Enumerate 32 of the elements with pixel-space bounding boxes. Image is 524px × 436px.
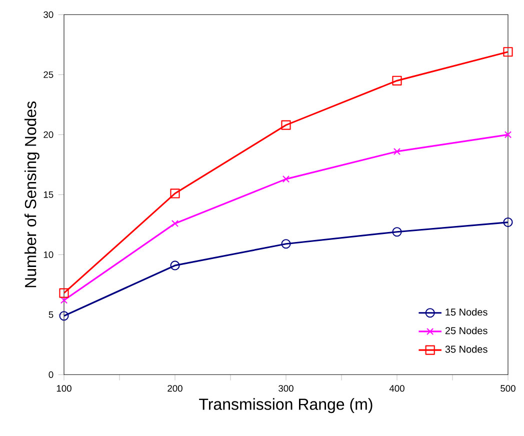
point: [59, 311, 69, 321]
y-tick-label: 10: [44, 251, 54, 258]
point: [392, 76, 402, 86]
x-tick-label: 500: [500, 385, 516, 392]
point: [503, 47, 513, 57]
y-tick-label: 0: [48, 371, 54, 378]
x-axis-title: Transmission Range (m): [199, 398, 372, 414]
point: [170, 260, 180, 270]
point: [503, 217, 513, 228]
x-tick-label: 100: [56, 385, 72, 392]
point: [60, 296, 68, 304]
point: [504, 131, 512, 138]
y-tick-label: 5: [48, 311, 54, 318]
x-tick-label: 200: [168, 385, 182, 392]
point: [170, 188, 180, 198]
point: [392, 227, 402, 237]
legend-label: 15 Nodes: [446, 308, 488, 316]
legend-label: 25 Nodes: [445, 326, 488, 334]
y-axis-title: Number of Sensing Nodes: [24, 101, 40, 288]
y-tick-label: 25: [44, 71, 54, 78]
point: [281, 120, 291, 130]
point: [282, 176, 290, 183]
point: [393, 148, 401, 156]
x-tick-label: 400: [389, 385, 404, 392]
y-tick-label: 20: [44, 131, 54, 138]
point: [281, 239, 291, 249]
x-tick-label: 300: [278, 385, 294, 392]
y-tick-label: 30: [44, 11, 54, 18]
point: [171, 220, 179, 228]
y-tick-label: 15: [44, 191, 54, 198]
legend-label: 35 Nodes: [445, 345, 488, 353]
point: [59, 288, 69, 298]
